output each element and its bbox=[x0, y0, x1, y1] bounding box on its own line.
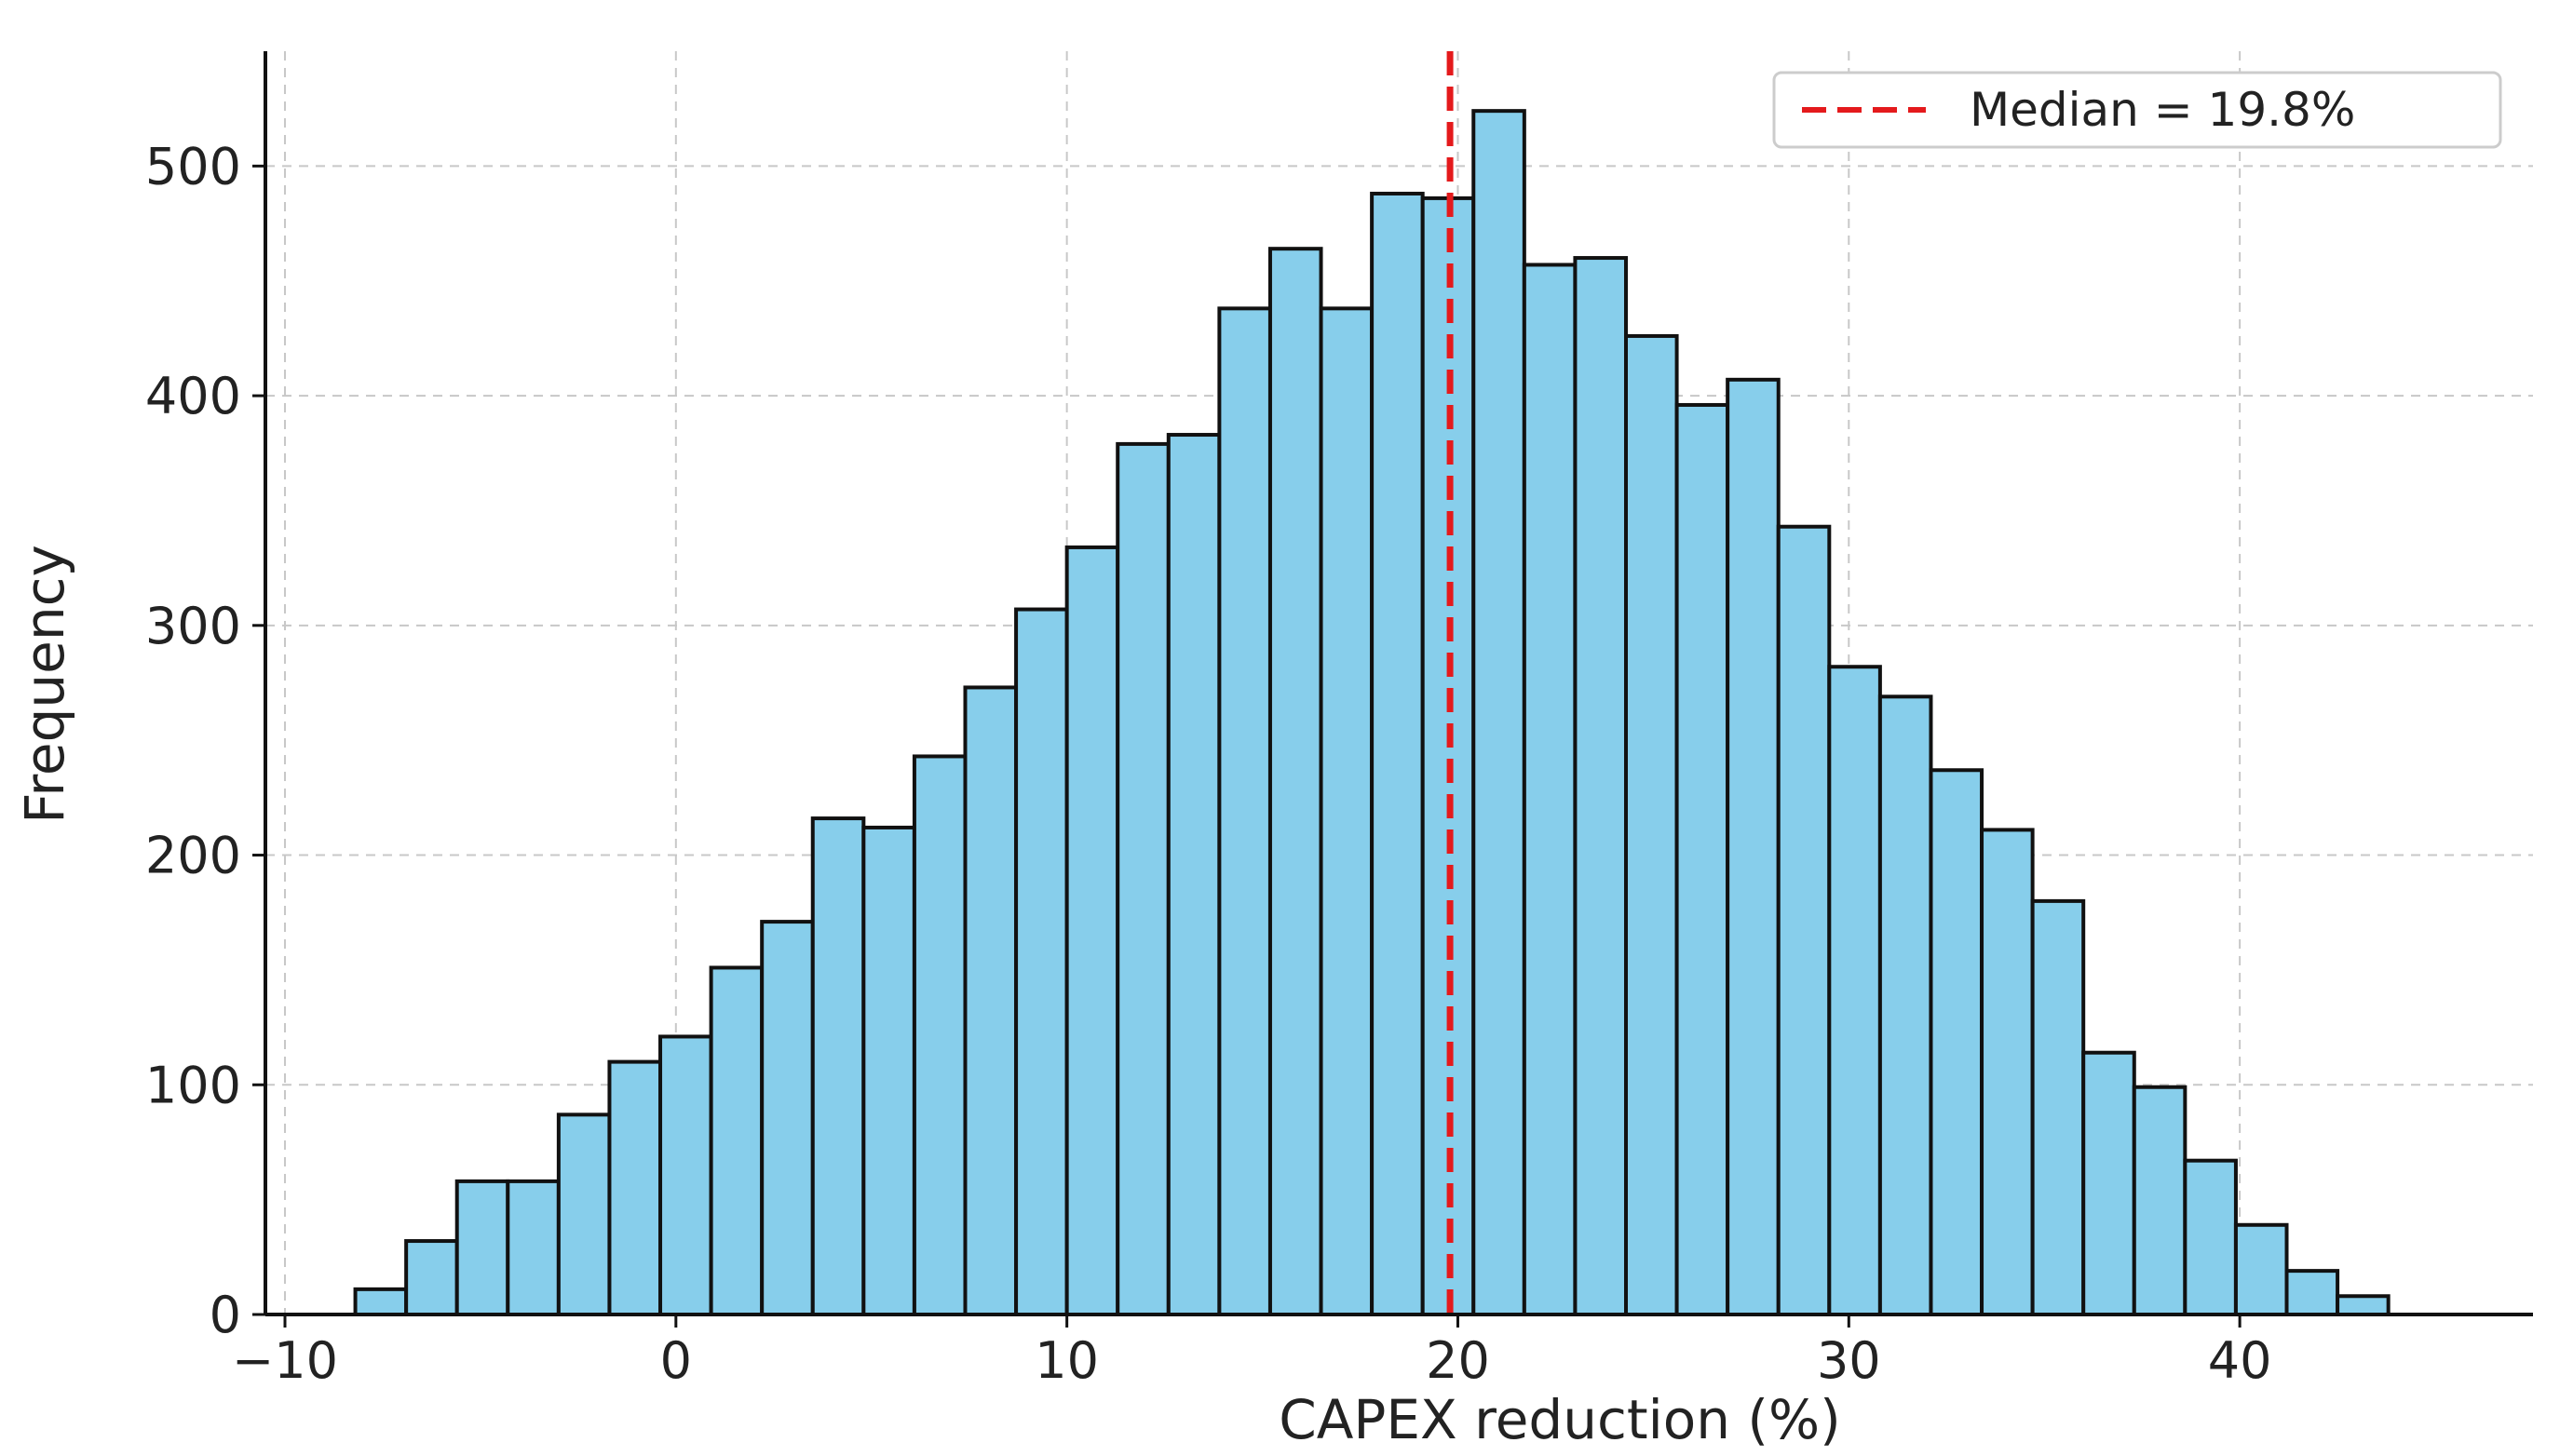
histogram-bar bbox=[2081, 1050, 2136, 1317]
histogram-bar bbox=[1116, 441, 1171, 1316]
histogram-bar bbox=[2233, 1222, 2289, 1316]
legend: Median = 19.8% bbox=[1772, 71, 2502, 149]
y-tick-label: 300 bbox=[145, 597, 241, 655]
legend-median-label: Median = 19.8% bbox=[1970, 83, 2355, 137]
x-axis-label: CAPEX reduction (%) bbox=[1279, 1388, 1841, 1451]
x-tick-label: 10 bbox=[1035, 1331, 1099, 1390]
histogram-bar bbox=[760, 920, 815, 1316]
histogram-bar bbox=[2132, 1085, 2188, 1316]
legend-box bbox=[1772, 71, 2502, 149]
bars-layer bbox=[353, 109, 2391, 1317]
histogram-bar bbox=[861, 825, 916, 1316]
histogram-bar bbox=[1726, 377, 1781, 1316]
histogram-bar bbox=[1776, 524, 1832, 1316]
histogram-bar bbox=[1014, 607, 1069, 1316]
histogram-bar bbox=[1267, 247, 1323, 1317]
histogram-bar bbox=[506, 1179, 561, 1317]
histogram-bar bbox=[1166, 433, 1222, 1316]
histogram-bar bbox=[1929, 768, 1984, 1316]
y-axis-label: Frequency bbox=[13, 545, 76, 824]
x-tick-label: 40 bbox=[2208, 1331, 2272, 1390]
histogram-bar bbox=[1370, 191, 1425, 1316]
histogram-bar bbox=[963, 685, 1019, 1316]
histogram-bar bbox=[454, 1179, 510, 1317]
histogram-bar bbox=[1624, 333, 1679, 1317]
y-tick-label: 0 bbox=[210, 1286, 241, 1344]
histogram-bar bbox=[1674, 402, 1730, 1316]
y-tick-label: 200 bbox=[145, 827, 241, 885]
histogram-bar bbox=[556, 1112, 612, 1317]
x-tick-label: 30 bbox=[1817, 1331, 1881, 1390]
histogram-bar bbox=[658, 1034, 713, 1316]
histogram-bar bbox=[2284, 1269, 2340, 1317]
histogram-bar bbox=[1877, 694, 1933, 1316]
histogram-bar bbox=[1064, 545, 1120, 1316]
histogram-bar bbox=[353, 1287, 409, 1316]
histogram-bar bbox=[1319, 306, 1375, 1316]
histogram-bar bbox=[2183, 1158, 2238, 1317]
histogram-bar bbox=[1217, 306, 1272, 1316]
histogram-bar bbox=[2336, 1294, 2391, 1317]
histogram-bar bbox=[709, 965, 765, 1316]
axes-layer bbox=[264, 51, 2533, 1316]
histogram-bar bbox=[1522, 263, 1578, 1316]
x-tick-label: 20 bbox=[1426, 1331, 1490, 1390]
x-tick-label: 0 bbox=[660, 1331, 692, 1390]
x-tick-label: −10 bbox=[232, 1331, 338, 1390]
y-tick-label: 100 bbox=[145, 1056, 241, 1114]
histogram-bar bbox=[1827, 665, 1882, 1316]
histogram-bar bbox=[404, 1239, 459, 1316]
histogram-bar bbox=[607, 1059, 663, 1316]
y-tick-label: 500 bbox=[145, 137, 241, 195]
histogram-bar bbox=[2030, 898, 2086, 1317]
histogram-bar bbox=[810, 816, 866, 1316]
histogram-bar bbox=[1980, 828, 2035, 1316]
histogram-bar bbox=[912, 754, 968, 1316]
histogram-bar bbox=[1573, 256, 1628, 1316]
histogram-bar bbox=[1420, 195, 1476, 1317]
histogram-bar bbox=[1471, 109, 1526, 1317]
y-tick-label: 400 bbox=[145, 367, 241, 425]
